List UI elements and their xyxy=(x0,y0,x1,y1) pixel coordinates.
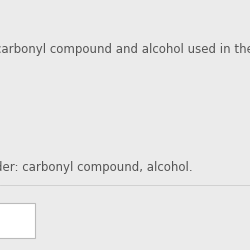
Text: carbonyl compound and alcohol used in the synth: carbonyl compound and alcohol used in th… xyxy=(0,44,250,57)
Text: der: carbonyl compound, alcohol.: der: carbonyl compound, alcohol. xyxy=(0,161,192,174)
FancyBboxPatch shape xyxy=(0,202,35,237)
